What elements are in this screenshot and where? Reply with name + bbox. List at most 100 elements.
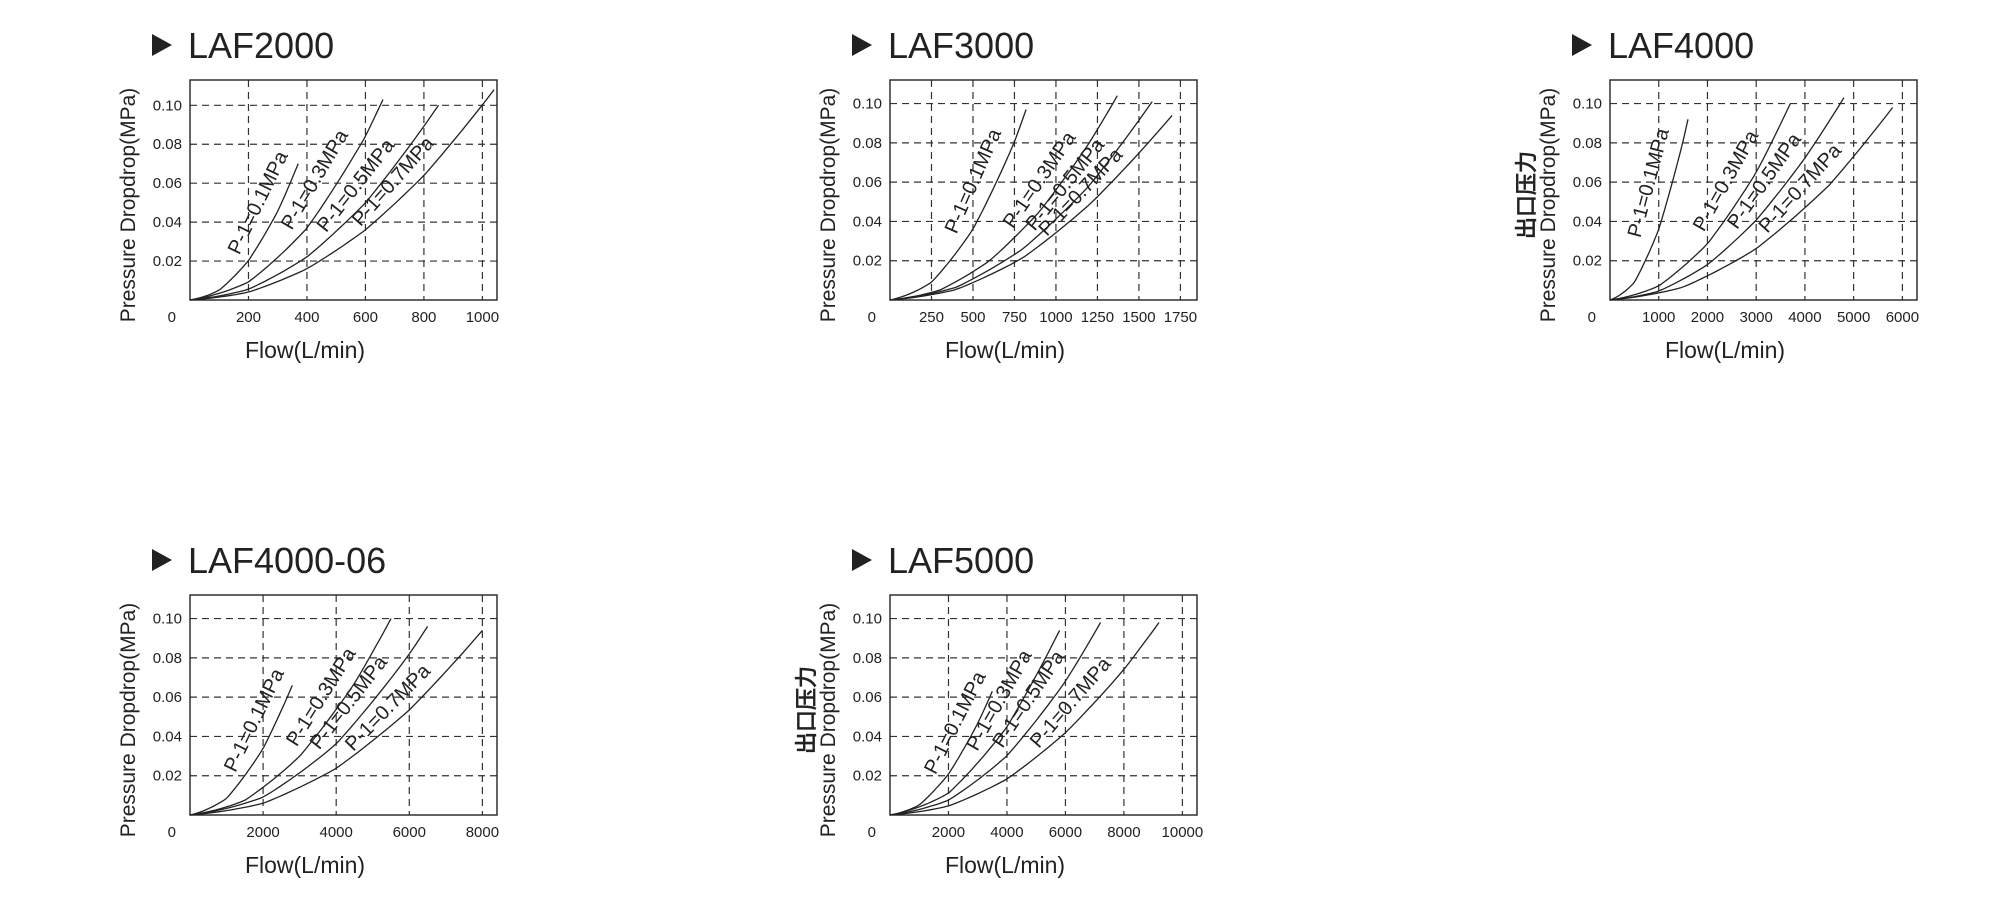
origin-label: 0 bbox=[868, 824, 876, 841]
x-tick-label: 800 bbox=[411, 309, 436, 326]
series-line-p-1-0-5mpa bbox=[1609, 97, 1845, 301]
chart-svg: LAF2000 200 400 600 800 1000 0.02 0.04 0.06 0.08 0… bbox=[117, 25, 499, 363]
y-tick-label: 0.08 bbox=[1573, 135, 1602, 152]
x-axis-label: Flow(L/min) bbox=[1665, 337, 1785, 363]
chart-laf4000-06: LAF4000-06 2000 4000 6000 8000 0.02 0.04 0.06 0.… bbox=[110, 535, 630, 915]
x-tick-label: 1000 bbox=[1039, 309, 1072, 326]
origin-label: 0 bbox=[168, 824, 176, 841]
chart-svg: LAF4000 1000 2000 3000 4000 5000 6000 0.02 0.04 0… bbox=[1515, 25, 1919, 363]
x-axis-label: Flow(L/min) bbox=[245, 852, 365, 878]
y-tick-label: 0.06 bbox=[853, 174, 882, 191]
series-line-p-1-0-3mpa bbox=[189, 99, 384, 301]
origin-label: 0 bbox=[1588, 309, 1596, 326]
x-tick-label: 4000 bbox=[990, 824, 1023, 841]
chart-title: LAF4000-06 bbox=[188, 540, 386, 581]
y-tick-label: 0.08 bbox=[853, 650, 882, 667]
y-tick-label: 0.06 bbox=[853, 689, 882, 706]
y-tick-label: 0.08 bbox=[153, 136, 182, 153]
chart-svg: LAF4000-06 2000 4000 6000 8000 0.02 0.04 0.06 0.… bbox=[117, 540, 499, 878]
y-tick-label: 0.06 bbox=[1573, 174, 1602, 191]
chart-title: LAF3000 bbox=[888, 25, 1034, 66]
plot-frame bbox=[189, 594, 498, 816]
plot-frame bbox=[189, 79, 498, 301]
x-axis-label: Flow(L/min) bbox=[945, 852, 1065, 878]
chart-laf2000: LAF2000 200 400 600 800 1000 0.02 0.04 0.06 0.08 0… bbox=[110, 20, 630, 400]
x-tick-label: 8000 bbox=[1107, 824, 1140, 841]
x-tick-label: 1500 bbox=[1122, 309, 1155, 326]
series-line-p-1-0-1mpa bbox=[889, 109, 1027, 301]
origin-label: 0 bbox=[868, 309, 876, 326]
chart-laf5000: LAF5000 2000 4000 6000 8000 10000 0.02 0.04 0.06… bbox=[795, 535, 1330, 915]
y-tick-label: 0.02 bbox=[1573, 253, 1602, 270]
y-axis-label: Pressure Dropdrop(MPa) bbox=[117, 88, 140, 323]
series-line-p-1-0-5mpa bbox=[189, 104, 440, 301]
series-label-p-1-0-1mpa: P-1=0.1MPa bbox=[224, 147, 293, 258]
x-tick-label: 750 bbox=[1002, 309, 1027, 326]
x-tick-label: 2000 bbox=[1691, 309, 1724, 326]
y-tick-label: 0.10 bbox=[1573, 96, 1602, 113]
x-tick-label: 1250 bbox=[1081, 309, 1114, 326]
x-tick-label: 6000 bbox=[393, 824, 426, 841]
y-tick-label: 0.10 bbox=[153, 97, 182, 114]
y-axis-label: Pressure Dropdrop(MPa) bbox=[817, 88, 840, 323]
series-line-p-1-0-7mpa bbox=[1609, 107, 1894, 301]
series-label-p-1-0-1mpa: P-1=0.1MPa bbox=[1624, 125, 1674, 239]
y-tick-label: 0.06 bbox=[153, 175, 182, 192]
x-tick-label: 600 bbox=[353, 309, 378, 326]
y-tick-label: 0.02 bbox=[153, 768, 182, 785]
chart-svg: LAF3000 250 500 750 1000 1250 1500 1750 0.02 0.04… bbox=[817, 25, 1198, 363]
series-line-p-1-0-1mpa bbox=[189, 685, 293, 816]
series-line-p-1-0-5mpa bbox=[889, 101, 1153, 301]
x-axis-label: Flow(L/min) bbox=[245, 337, 365, 363]
y-axis-label: Pressure Dropdrop(MPa) bbox=[1537, 88, 1560, 323]
series-line-p-1-0-7mpa bbox=[189, 89, 495, 301]
series-line-p-1-0-5mpa bbox=[189, 626, 429, 816]
y-tick-label: 0.04 bbox=[153, 214, 182, 231]
x-tick-label: 8000 bbox=[466, 824, 499, 841]
y-tick-label: 0.10 bbox=[153, 611, 182, 628]
x-tick-label: 1000 bbox=[1642, 309, 1675, 326]
x-tick-label: 1750 bbox=[1164, 309, 1197, 326]
y-axis-label-chinese: 出口压力 bbox=[795, 666, 820, 754]
y-tick-label: 0.08 bbox=[153, 650, 182, 667]
x-tick-label: 400 bbox=[294, 309, 319, 326]
y-tick-label: 0.04 bbox=[1573, 213, 1602, 230]
y-axis-label-chinese: 出口压力 bbox=[1515, 151, 1540, 239]
y-tick-label: 0.02 bbox=[153, 253, 182, 270]
series-line-p-1-0-3mpa bbox=[1609, 103, 1791, 301]
title-marker-icon bbox=[852, 549, 872, 571]
title-marker-icon bbox=[152, 549, 172, 571]
chart-title: LAF2000 bbox=[188, 25, 334, 66]
series-line-p-1-0-3mpa bbox=[189, 618, 392, 816]
y-tick-label: 0.04 bbox=[853, 213, 882, 230]
y-tick-label: 0.06 bbox=[153, 689, 182, 706]
x-tick-label: 10000 bbox=[1162, 824, 1204, 841]
x-tick-label: 2000 bbox=[932, 824, 965, 841]
x-tick-label: 5000 bbox=[1837, 309, 1870, 326]
series-line-p-1-0-5mpa bbox=[889, 622, 1102, 816]
chart-laf4000: LAF4000 1000 2000 3000 4000 5000 6000 0.02 0.04 0… bbox=[1515, 20, 2000, 400]
plot-frame bbox=[889, 79, 1198, 301]
y-tick-label: 0.02 bbox=[853, 253, 882, 270]
x-tick-label: 1000 bbox=[466, 309, 499, 326]
title-marker-icon bbox=[1572, 34, 1592, 56]
series-line-p-1-0-7mpa bbox=[189, 629, 483, 816]
x-tick-label: 4000 bbox=[320, 824, 353, 841]
series-line-p-1-0-1mpa bbox=[1609, 119, 1689, 301]
series-line-p-1-0-7mpa bbox=[889, 622, 1160, 816]
chart-svg: LAF5000 2000 4000 6000 8000 10000 0.02 0.04 0.06… bbox=[795, 540, 1204, 878]
x-axis-label: Flow(L/min) bbox=[945, 337, 1065, 363]
y-tick-label: 0.10 bbox=[853, 611, 882, 628]
x-tick-label: 6000 bbox=[1049, 824, 1082, 841]
x-tick-label: 6000 bbox=[1886, 309, 1919, 326]
series-line-p-1-0-1mpa bbox=[189, 163, 299, 301]
series-label-p-1-0-1mpa: P-1=0.1MPa bbox=[220, 665, 289, 776]
y-axis-label: Pressure Dropdrop(MPa) bbox=[817, 603, 840, 838]
x-tick-label: 500 bbox=[960, 309, 985, 326]
y-tick-label: 0.08 bbox=[853, 135, 882, 152]
plot-frame bbox=[1609, 79, 1918, 301]
chart-title: LAF4000 bbox=[1608, 25, 1754, 66]
chart-laf3000: LAF3000 250 500 750 1000 1250 1500 1750 0.02 0.04… bbox=[810, 20, 1330, 400]
origin-label: 0 bbox=[168, 309, 176, 326]
x-tick-label: 4000 bbox=[1788, 309, 1821, 326]
